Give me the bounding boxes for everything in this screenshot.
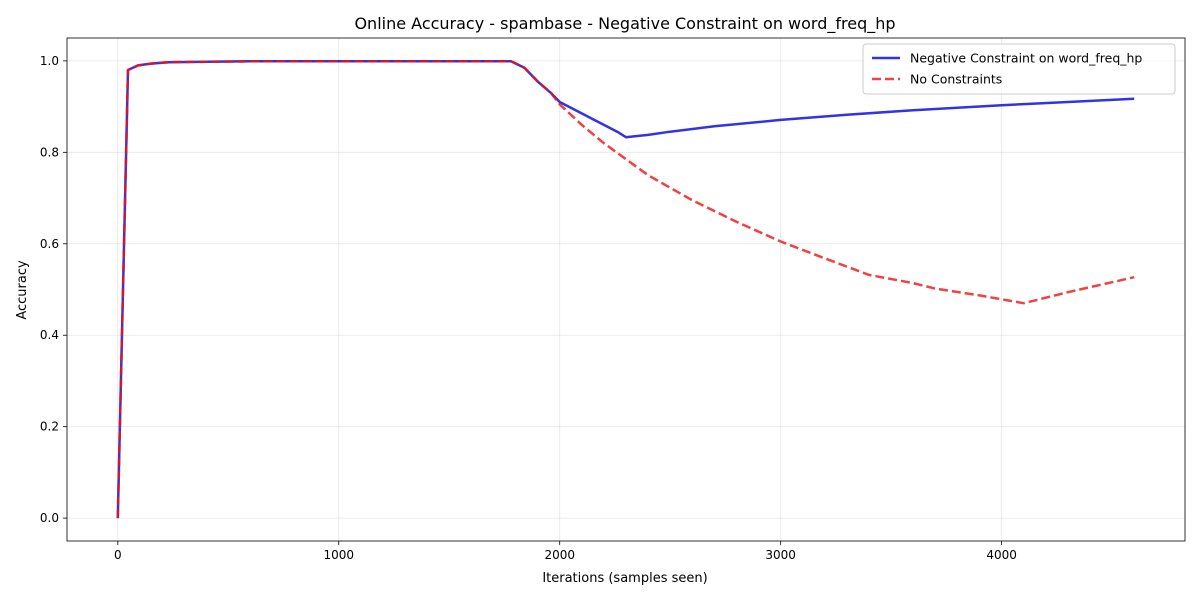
legend: Negative Constraint on word_freq_hp No Co… (862, 43, 1176, 95)
x-tick-label: 4000 (986, 548, 1017, 562)
x-tick-label: 1000 (323, 548, 354, 562)
y-axis-label: Accuracy (15, 260, 30, 320)
x-tick-label: 2000 (544, 548, 575, 562)
series-lines (116, 60, 1135, 519)
x-tick-label: 0 (114, 548, 122, 562)
y-axis-ticks: 0.0 0.2 0.4 0.6 0.8 1.0 (40, 54, 67, 525)
plot-frame (66, 37, 1186, 542)
series-line-no-constraints (116, 60, 1135, 519)
y-tick-label: 1.0 (40, 54, 59, 68)
y-tick-label: 0.2 (40, 420, 59, 434)
y-tick-label: 0.8 (40, 145, 59, 159)
legend-entry-label: Negative Constraint on word_freq_hp (910, 51, 1142, 66)
y-tick-label: 0.0 (40, 511, 59, 525)
y-tick-label: 0.6 (40, 237, 59, 251)
chart-title: Online Accuracy - spambase - Negative Co… (354, 14, 895, 34)
x-axis-label: Iterations (samples seen) (542, 571, 707, 586)
x-axis-ticks: 0 1000 2000 3000 4000 (114, 541, 1017, 562)
y-tick-label: 0.4 (40, 328, 59, 342)
legend-box (862, 43, 1176, 95)
legend-entry-label: No Constraints (910, 72, 1002, 87)
x-tick-label: 3000 (765, 548, 796, 562)
